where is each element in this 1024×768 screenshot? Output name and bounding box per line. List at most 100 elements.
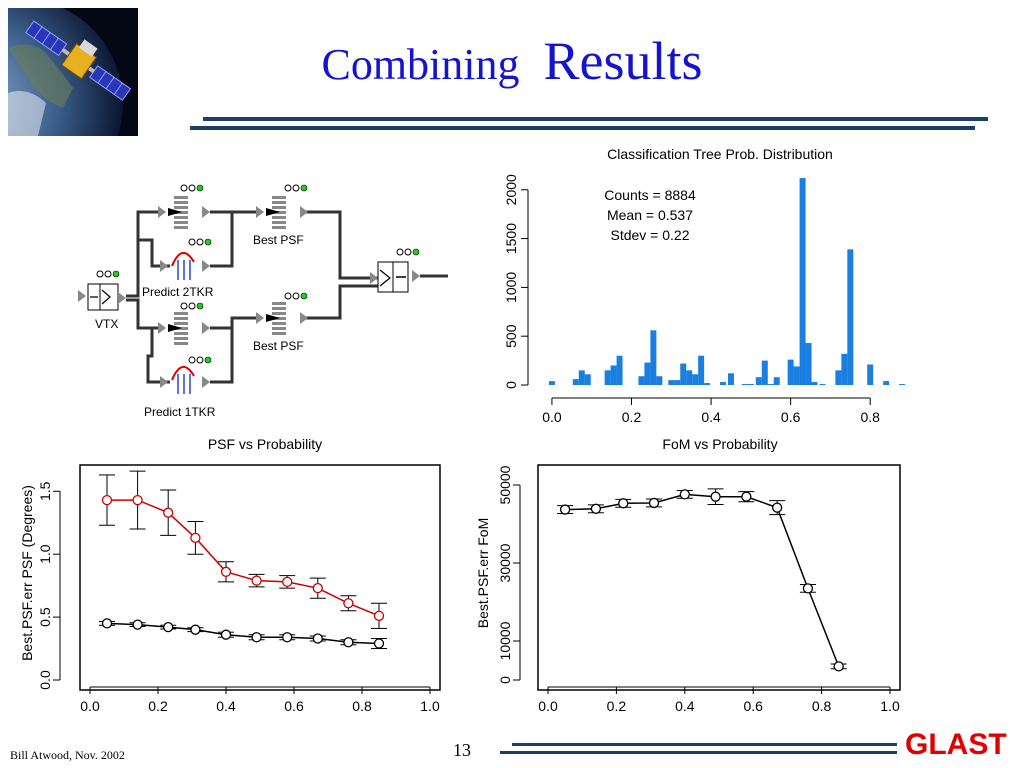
page-number: 13 <box>453 740 471 760</box>
psf-point <box>373 610 385 621</box>
histogram-bar <box>761 360 768 385</box>
histogram-x-tick-label: 0.0 <box>542 409 562 425</box>
page-title: Combining Results <box>0 30 1024 92</box>
histogram-bar <box>787 359 794 385</box>
psf-chart: 0.0 0.2 0.4 0.6 0.8 1.0 0.0 0.5 1.0 1.5Best.PSF.e… <box>19 464 441 714</box>
title-rule-top <box>203 117 988 121</box>
histogram-x-tick-label: 0.2 <box>622 409 642 425</box>
histogram-bar <box>773 377 780 385</box>
histogram-bar <box>799 178 806 385</box>
fom-point <box>741 491 752 502</box>
histogram-bar <box>847 249 854 385</box>
histogram-bar <box>741 384 748 385</box>
psf-point <box>190 532 201 543</box>
fom-x-tick-label: 0.2 <box>607 698 627 714</box>
psf-point <box>132 619 143 630</box>
histogram-bar <box>767 384 774 385</box>
histogram-bar <box>572 379 579 385</box>
fom-point <box>590 503 602 514</box>
fom-point <box>710 491 721 502</box>
histogram-y-tick-label: 500 <box>503 324 519 348</box>
fom-point <box>833 661 844 672</box>
psf-chart-title: PSF vs Probability <box>207 436 323 452</box>
stat-stdev: Stdev = 0.22 <box>610 227 690 243</box>
histogram-bar <box>793 366 800 385</box>
psf-point <box>163 622 174 633</box>
histogram-bar <box>584 374 591 385</box>
glast-logo: GLAST <box>905 728 1007 761</box>
psf-y-tick-label: 0.0 <box>37 670 53 690</box>
fom-y-tick-label: 50000 <box>497 465 513 504</box>
histogram-bar <box>604 370 611 385</box>
histogram-bar <box>674 380 681 385</box>
psf-x-tick-label: 0.4 <box>216 698 236 714</box>
histogram-y-tick-label: 2000 <box>503 174 519 205</box>
psf-y-tick-label: 0.5 <box>37 607 53 627</box>
psf-point <box>282 576 293 588</box>
psf-point <box>190 624 201 635</box>
fom-y-tick-label: 0 <box>497 676 513 684</box>
psf-x-tick-label: 0.0 <box>80 698 100 714</box>
fom-x-tick-label: 0.0 <box>538 698 558 714</box>
psf-point <box>220 629 232 640</box>
psf-x-tick-label: 0.6 <box>284 698 304 714</box>
histogram-bar <box>899 384 906 385</box>
histogram-bar <box>811 382 818 385</box>
histogram-bar <box>835 370 842 385</box>
psf-point <box>251 632 262 643</box>
fom-point <box>679 489 690 500</box>
histogram-y-tick-label: 1000 <box>503 272 519 303</box>
histogram-bar <box>867 364 874 385</box>
histogram-bar <box>644 362 651 385</box>
satellite-earth-image <box>8 8 138 136</box>
footer-author: Bill Atwood, Nov. 2002 <box>10 748 125 762</box>
title-word-combining: Combining <box>321 40 520 89</box>
histogram-title: Classification Tree Prob. Distribution <box>607 146 833 162</box>
psf-point <box>312 583 323 594</box>
psf-x-tick-label: 1.0 <box>420 698 440 714</box>
psf-series-line <box>106 622 380 645</box>
psf-y-axis-label: Best.PSF.err PSF (Degrees) <box>19 485 35 661</box>
node-label-predict-2tkr: Predict 2TKR <box>142 285 214 299</box>
fom-point <box>802 583 814 594</box>
psf-point <box>251 575 262 586</box>
histogram-chart: 0.0 0.2 0.4 0.6 0.8 0 500 1000 1500 2000 <box>503 174 906 425</box>
fom-point <box>559 504 571 515</box>
fom-x-tick-label: 0.6 <box>743 698 763 714</box>
node-label-best-psf-top: Best PSF <box>253 233 304 247</box>
psf-x-tick-label: 0.2 <box>148 698 168 714</box>
stat-mean: Mean = 0.537 <box>606 207 693 223</box>
histogram-bar <box>747 384 754 385</box>
histogram-bar <box>680 363 687 385</box>
histogram-x-tick-label: 0.4 <box>701 409 721 425</box>
psf-point <box>282 632 293 643</box>
histogram-bar <box>704 383 711 385</box>
node-label-predict-1tkr: Predict 1TKR <box>144 405 216 419</box>
histogram-y-tick-label: 0 <box>503 381 519 389</box>
psf-plot-frame <box>79 464 441 691</box>
fom-series-line <box>565 493 840 667</box>
psf-point <box>163 507 174 518</box>
psf-point <box>132 494 143 506</box>
histogram-bar <box>686 370 693 385</box>
histogram-x-tick-label: 0.8 <box>860 409 880 425</box>
node-label-best-psf-bottom: Best PSF <box>253 339 304 353</box>
stat-counts: Counts = 8884 <box>604 187 696 203</box>
psf-point <box>312 633 323 644</box>
histogram-bar <box>616 355 623 385</box>
fom-x-tick-label: 1.0 <box>880 698 900 714</box>
histogram-bar <box>698 355 705 385</box>
psf-point <box>101 494 113 506</box>
histogram-bar <box>727 373 734 385</box>
fom-point <box>648 497 660 509</box>
psf-y-tick-label: 1.5 <box>37 481 53 501</box>
flow-diagram: VTX Predict 2TKR Predict 1TKR Best PSF B… <box>78 184 448 419</box>
histogram-bar <box>805 343 812 385</box>
histogram-bar <box>755 377 762 385</box>
histogram-x-tick-label: 0.6 <box>781 409 801 425</box>
histogram-bar <box>720 382 727 385</box>
node-label-vtx: VTX <box>95 317 118 331</box>
fom-x-tick-label: 0.8 <box>812 698 832 714</box>
footer-rule-bottom <box>500 751 897 754</box>
psf-point <box>101 618 113 629</box>
